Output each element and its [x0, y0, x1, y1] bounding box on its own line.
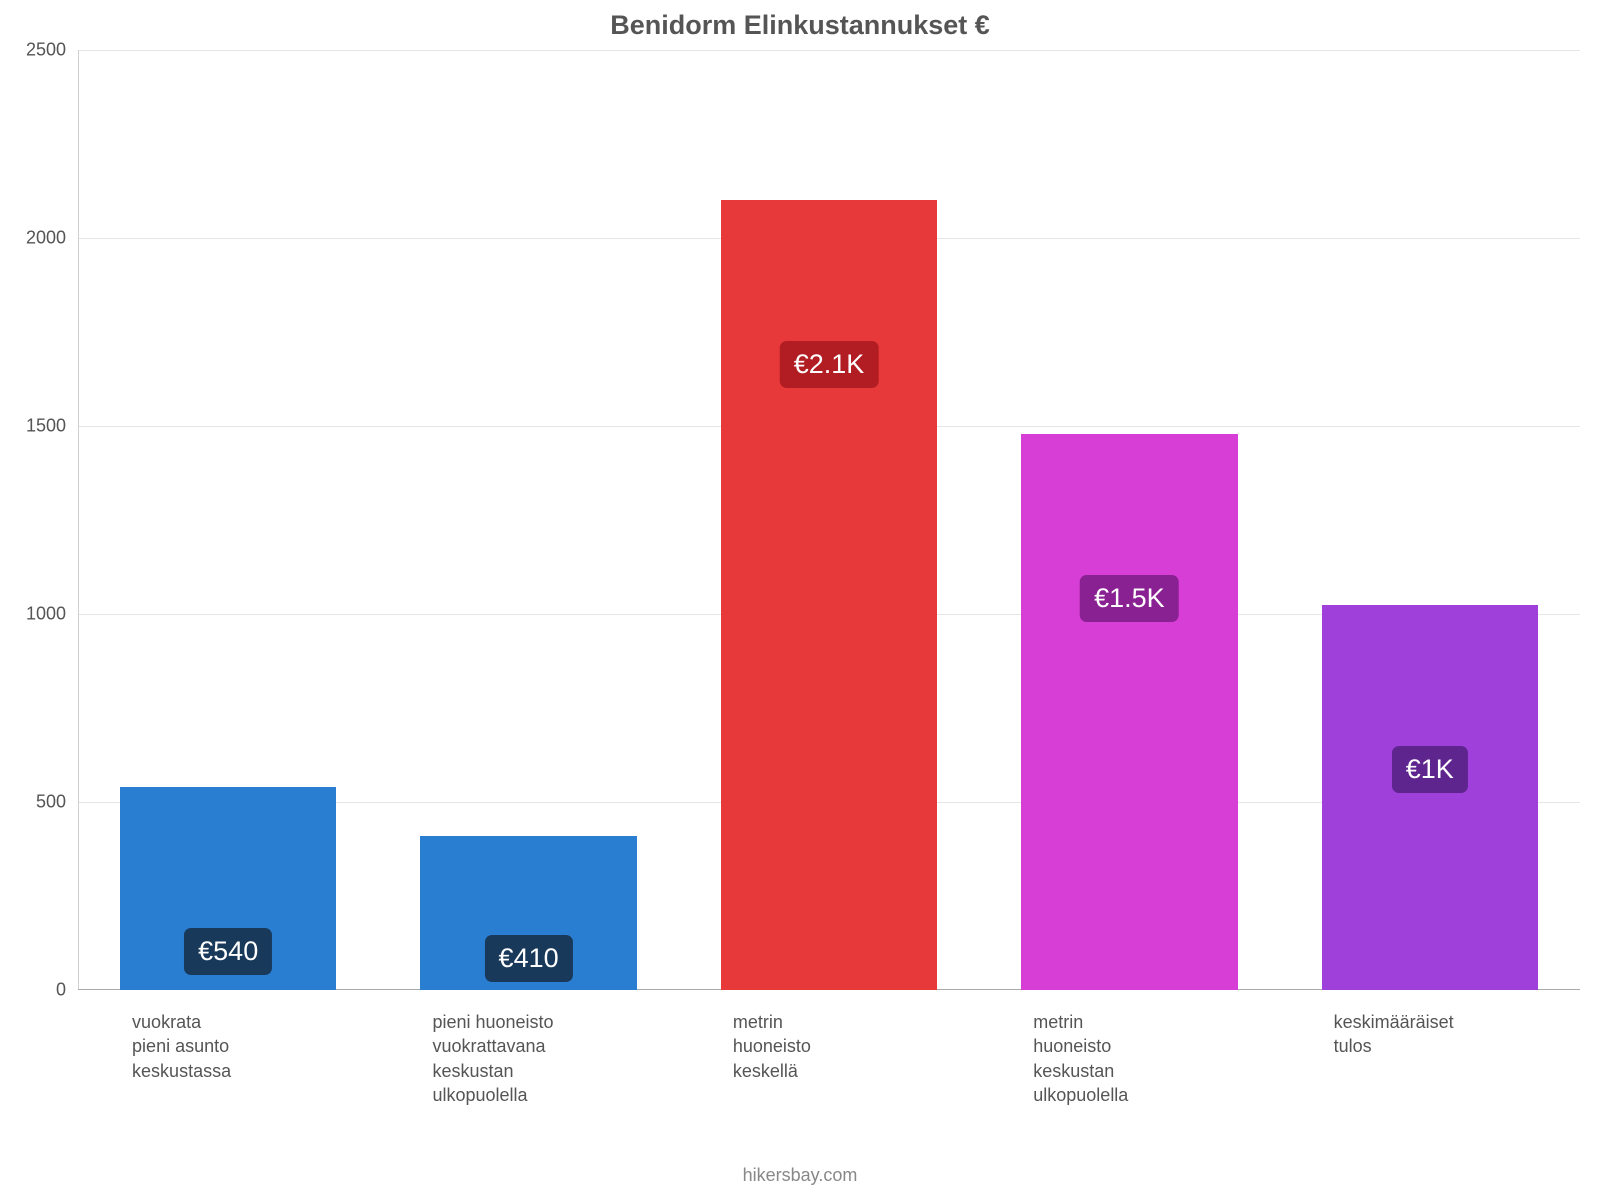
- chart-container: Benidorm Elinkustannukset € €540 €410 €2.1…: [0, 0, 1600, 1200]
- y-axis-line: [78, 50, 79, 990]
- chart-attribution: hikersbay.com: [0, 1165, 1600, 1186]
- x-axis-category-label: vuokrata pieni asunto keskustassa: [132, 1010, 388, 1083]
- y-axis-tick-label: 0: [0, 980, 66, 1001]
- y-axis-tick-label: 1000: [0, 604, 66, 625]
- x-axis-category-label: metrin huoneisto keskustan ulkopuolella: [1033, 1010, 1289, 1107]
- y-axis-tick-label: 2500: [0, 40, 66, 61]
- bar-value-label: €540: [184, 928, 272, 975]
- bar-value-label: €410: [485, 935, 573, 982]
- y-axis-tick-label: 2000: [0, 228, 66, 249]
- plot-area: €540 €410 €2.1K €1.5K €1K: [78, 50, 1580, 990]
- bar-value-label: €2.1K: [780, 341, 879, 388]
- chart-title: Benidorm Elinkustannukset €: [0, 10, 1600, 41]
- gridline: [78, 50, 1580, 51]
- bar: [1021, 434, 1237, 990]
- x-axis-category-label: pieni huoneisto vuokrattavana keskustan …: [432, 1010, 688, 1107]
- bar: [1322, 605, 1538, 990]
- bar-value-label: €1.5K: [1080, 575, 1179, 622]
- x-axis-category-label: metrin huoneisto keskellä: [733, 1010, 989, 1083]
- bar-value-label: €1K: [1392, 746, 1468, 793]
- bar: [721, 200, 937, 990]
- y-axis-tick-label: 1500: [0, 416, 66, 437]
- y-axis-tick-label: 500: [0, 792, 66, 813]
- x-axis-category-label: keskimääräiset tulos: [1334, 1010, 1590, 1059]
